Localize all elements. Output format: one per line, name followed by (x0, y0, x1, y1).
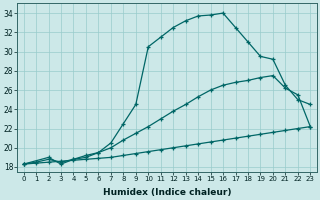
X-axis label: Humidex (Indice chaleur): Humidex (Indice chaleur) (103, 188, 231, 197)
